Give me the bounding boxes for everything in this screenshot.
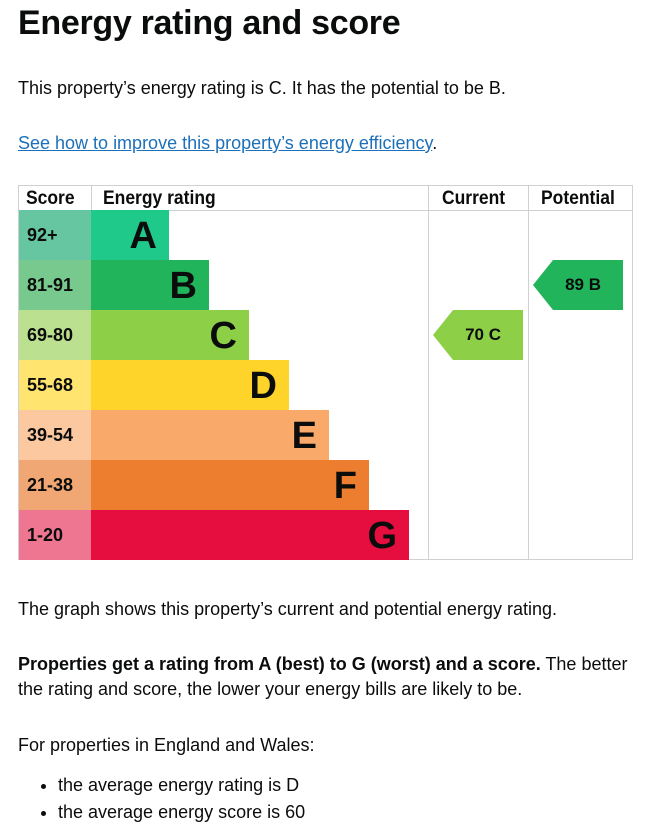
rating-bar-f: F <box>91 460 369 510</box>
rating-bar-g: G <box>91 510 409 560</box>
score-band-a: 92+ <box>19 210 91 260</box>
improve-link[interactable]: See how to improve this property’s energ… <box>18 133 433 153</box>
current-rating-arrow: 70 C <box>433 310 523 360</box>
score-band-c: 69-80 <box>19 310 91 360</box>
score-band-g: 1-20 <box>19 510 91 560</box>
score-band-e: 39-54 <box>19 410 91 460</box>
link-suffix: . <box>432 133 438 153</box>
rating-bar-a: A <box>91 210 169 260</box>
header-current: Current <box>442 188 506 209</box>
rating-bar-b: B <box>91 260 209 310</box>
region-text: For properties in England and Wales: <box>18 735 315 755</box>
rating-explanation-bold: Properties get a rating from A (best) to… <box>18 654 541 674</box>
header-energy-rating: Energy rating <box>103 188 216 209</box>
list-item: the average energy score is 60 <box>58 799 305 826</box>
rating-bar-e: E <box>91 410 329 460</box>
potential-rating-arrow: 89 B <box>533 260 623 310</box>
col-divider <box>528 186 529 559</box>
page-title: Energy rating and score <box>18 4 401 42</box>
header-potential: Potential <box>541 188 615 209</box>
rating-bar-d: D <box>91 360 289 410</box>
header-score: Score <box>26 188 75 209</box>
graph-description: The graph shows this property’s current … <box>18 599 557 619</box>
rating-explanation-rest: The better the rating and score, the low… <box>18 654 628 699</box>
list-item: the average energy rating is D <box>58 772 305 799</box>
improve-paragraph: See how to improve this property’s energ… <box>18 131 437 156</box>
col-divider <box>428 186 429 559</box>
rating-explanation: Properties get a rating from A (best) to… <box>18 652 638 702</box>
header-divider <box>19 210 632 211</box>
averages-list: the average energy rating is D the avera… <box>18 772 305 826</box>
score-band-f: 21-38 <box>19 460 91 510</box>
score-band-d: 55-68 <box>19 360 91 410</box>
rating-bar-c: C <box>91 310 249 360</box>
energy-rating-chart: Score Energy rating Current Potential 92… <box>18 185 633 560</box>
score-band-b: 81-91 <box>19 260 91 310</box>
intro-text: This property’s energy rating is C. It h… <box>18 78 506 98</box>
